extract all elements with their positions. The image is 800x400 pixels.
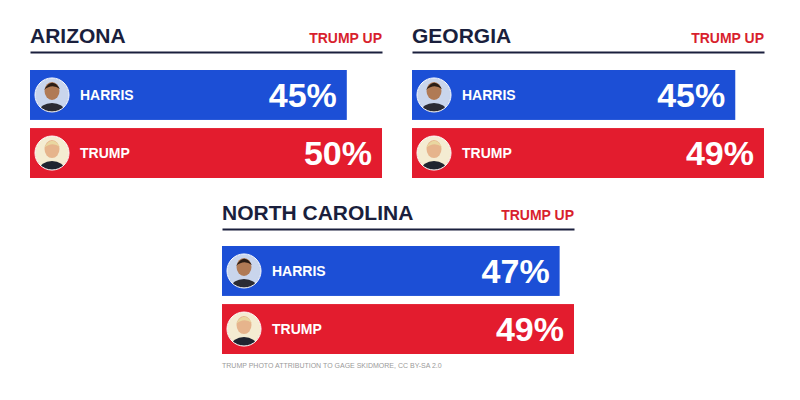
axis-line xyxy=(413,52,765,54)
photo-face xyxy=(427,140,442,158)
data-label: 47% xyxy=(482,252,550,290)
panel: ARIZONA TRUMP UP HARRIS TRUMP 45% 50% xyxy=(30,24,383,179)
bar xyxy=(412,70,735,120)
data-labels: 45% 50% xyxy=(269,76,372,172)
photo-ring xyxy=(35,78,69,112)
photo-hair xyxy=(426,141,442,148)
photo-face xyxy=(45,82,60,100)
data-label: 45% xyxy=(657,76,725,114)
photo-face xyxy=(237,258,252,276)
data-label: 49% xyxy=(496,310,564,348)
panel: GEORGIA TRUMP UP HARRIS TRUMP 45% 49% xyxy=(412,24,765,179)
title: GEORGIA xyxy=(412,24,511,47)
category-labels: HARRIS TRUMP xyxy=(80,87,134,161)
category-label: HARRIS xyxy=(272,263,326,279)
bar xyxy=(30,128,382,178)
x-axis xyxy=(223,229,575,230)
photo-hair xyxy=(426,83,442,90)
photo-ring xyxy=(227,254,261,288)
photo-ring xyxy=(417,136,451,170)
annotation: TRUMP PHOTO ATTRIBUTION TO GAGE SKIDMORE… xyxy=(222,362,442,369)
bars xyxy=(222,246,574,354)
photo-hair xyxy=(236,317,252,324)
category-label: TRUMP xyxy=(80,145,130,161)
photo-hair xyxy=(236,259,252,266)
bar xyxy=(412,128,764,178)
photo xyxy=(35,78,69,121)
chart-svg: ARIZONA TRUMP UP HARRIS TRUMP 45% 50% GEORGIA T… xyxy=(0,0,800,400)
photo xyxy=(35,136,69,179)
photo-ring xyxy=(35,136,69,170)
photo-face xyxy=(45,140,60,158)
title: ARIZONA xyxy=(30,24,126,47)
data-label: 49% xyxy=(686,134,754,172)
title: NORTH CAROLINA xyxy=(222,201,413,224)
photo-face xyxy=(237,316,252,334)
photo-ring xyxy=(227,312,261,346)
photo-hair xyxy=(44,141,60,148)
subtitle: TRUMP UP xyxy=(691,30,764,46)
photos xyxy=(417,78,451,179)
x-axis xyxy=(413,52,765,53)
subtitle: TRUMP UP xyxy=(501,207,574,223)
photo-ring xyxy=(417,78,451,112)
subtitle: TRUMP UP xyxy=(309,30,382,46)
bars xyxy=(412,70,764,178)
bar xyxy=(222,304,574,354)
photo xyxy=(417,136,451,179)
x-axis xyxy=(31,52,383,53)
photo xyxy=(227,312,261,355)
bar xyxy=(222,246,560,296)
data-label: 50% xyxy=(304,134,372,172)
category-labels: HARRIS TRUMP xyxy=(272,263,326,337)
photo-hair xyxy=(44,83,60,90)
photos xyxy=(35,78,69,179)
axis-line xyxy=(31,52,383,54)
axis-line xyxy=(223,229,575,231)
photos xyxy=(227,254,261,355)
category-label: TRUMP xyxy=(462,145,512,161)
category-labels: HARRIS TRUMP xyxy=(462,87,516,161)
bars xyxy=(30,70,382,178)
data-labels: 47% 49% xyxy=(482,252,564,348)
chart-root: ARIZONA TRUMP UP HARRIS TRUMP 45% 50% GEORGIA T… xyxy=(0,0,800,400)
bar xyxy=(30,70,347,120)
category-label: HARRIS xyxy=(462,87,516,103)
category-label: TRUMP xyxy=(272,321,322,337)
photo xyxy=(227,254,261,297)
category-label: HARRIS xyxy=(80,87,134,103)
panel: NORTH CAROLINA TRUMP UP HARRIS TRUMP 47% 49% T… xyxy=(222,201,575,369)
data-labels: 45% 49% xyxy=(657,76,754,172)
photo-face xyxy=(427,82,442,100)
data-label: 45% xyxy=(269,76,337,114)
photo xyxy=(417,78,451,121)
